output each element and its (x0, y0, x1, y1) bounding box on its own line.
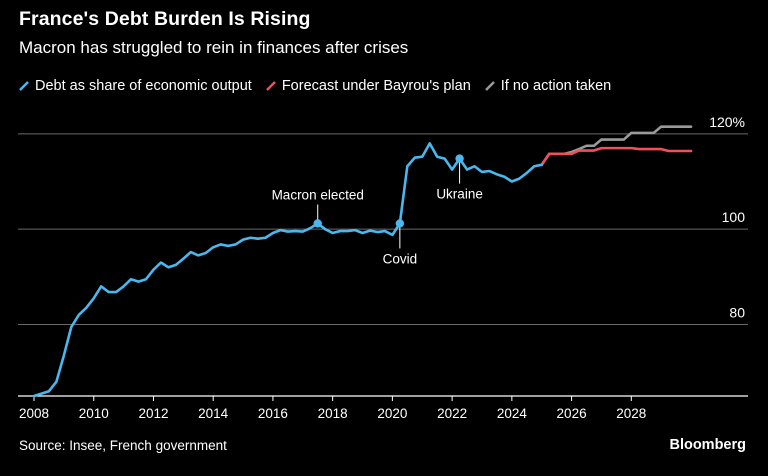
annotation-label-1: Covid (383, 251, 418, 266)
source-note: Source: Insee, French government (19, 438, 227, 453)
chart-title: France's Debt Burden Is Rising (19, 8, 311, 30)
series-line-forecast (540, 146, 693, 167)
legend-item-debt: Debt as share of economic output (19, 78, 252, 94)
series-line-actual (32, 142, 544, 398)
legend-label-no-action: If no action taken (500, 78, 612, 94)
annotation-marker-1 (395, 219, 405, 228)
legend-swatch-forecast (265, 81, 276, 91)
chart-subtitle: Macron has struggled to rein in finances… (19, 38, 409, 57)
legend-swatch-no-action (484, 81, 495, 91)
x-tick-label-2016: 2016 (258, 406, 288, 421)
y-tick-label-80: 80 (729, 305, 745, 321)
x-tick-label-2028: 2028 (616, 406, 646, 421)
x-tick-label-2020: 2020 (377, 406, 407, 421)
legend: Debt as share of economic output Forecas… (19, 78, 625, 94)
annotation-marker-0 (313, 219, 322, 228)
legend-label-forecast: Forecast under Bayrou's plan (281, 78, 471, 94)
x-tick-label-2010: 2010 (79, 406, 109, 421)
x-tick-label-2014: 2014 (198, 406, 229, 421)
y-tick-label-120: 120% (709, 114, 745, 130)
series-line-no_action (540, 125, 693, 167)
y-tick-label-100: 100 (722, 209, 746, 225)
legend-swatch-debt (19, 81, 29, 91)
annotation-label-0: Macron elected (272, 187, 364, 202)
legend-item-no-action: If no action taken (484, 78, 612, 94)
legend-label-debt: Debt as share of economic output (35, 78, 252, 94)
legend-item-forecast: Forecast under Bayrou's plan (265, 78, 471, 94)
x-tick-label-2018: 2018 (318, 406, 348, 421)
x-tick-label-2008: 2008 (19, 406, 49, 421)
annotation-label-2: Ukraine (436, 187, 483, 202)
x-tick-label-2026: 2026 (557, 406, 587, 421)
brand-logo-text: Bloomberg (669, 437, 746, 453)
annotation-marker-2 (455, 154, 464, 163)
x-tick-label-2024: 2024 (497, 406, 528, 421)
x-tick-label-2012: 2012 (138, 406, 168, 421)
x-tick-label-2022: 2022 (437, 406, 467, 421)
